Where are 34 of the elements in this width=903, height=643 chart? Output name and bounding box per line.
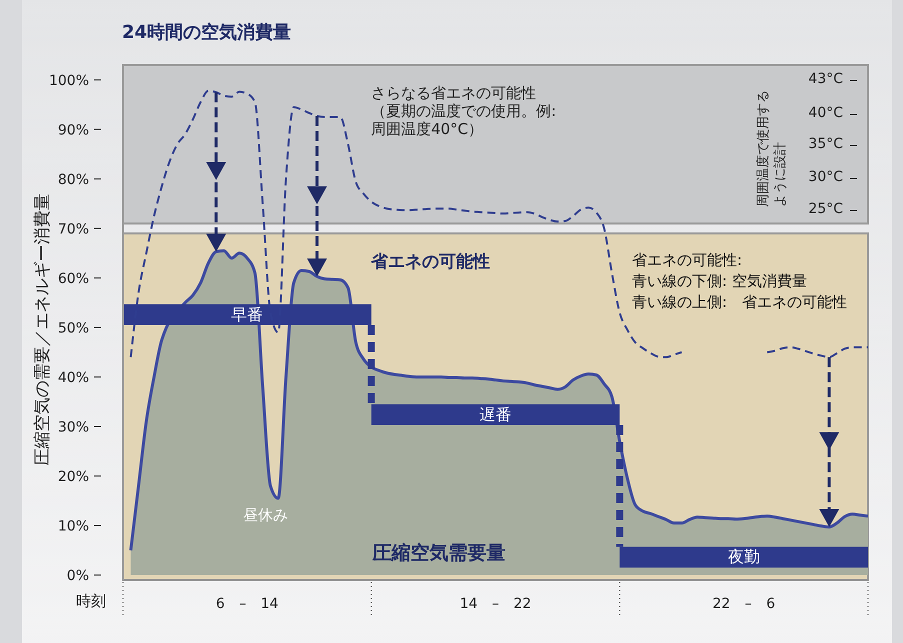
annotation: 早番: [230, 304, 264, 325]
x-axis-title: 時刻: [76, 592, 106, 611]
band-label: 省エネの可能性: [371, 251, 490, 273]
band-label: さらなる省エネの可能性: [371, 84, 536, 103]
annotation: 遅番: [478, 404, 512, 425]
annotation: 30°C: [808, 168, 843, 185]
annotation: 省エネの可能性:: [632, 250, 744, 271]
y-tick-label: 80%: [58, 172, 89, 188]
annotation: 青い線の下側: 空気消費量: [632, 271, 808, 292]
y-tick-label: 70%: [58, 221, 89, 238]
y-tick-label: 90%: [58, 122, 89, 138]
annotation: 35°C: [808, 136, 843, 152]
annotation: 40°C: [807, 105, 843, 122]
x-tick-label: 6 – 14: [216, 596, 279, 612]
y-tick-label: 20%: [58, 469, 89, 486]
y-tick-label: 40%: [58, 370, 89, 386]
annotation: 青い線の上側: 省エネの可能性: [632, 292, 848, 313]
annotation: 25°C: [808, 201, 843, 218]
y-axis-title: 圧縮空気の需要／エネルギー消費量: [32, 192, 54, 468]
y-tick-label: 50%: [58, 320, 89, 336]
y-tick-label: 100%: [48, 72, 89, 89]
series-label: 圧縮空気需要量: [372, 541, 506, 566]
x-tick-label: 14 – 22: [460, 596, 532, 612]
annotation: 昼休み: [243, 506, 288, 525]
y-tick-label: 0%: [66, 568, 89, 584]
chart-title: 24時間の空気消費量: [122, 21, 292, 44]
y-tick-label: 30%: [58, 419, 89, 436]
annotation: （夏期の温度での使用。例:周囲温度40°C）: [371, 102, 558, 138]
annotation: 周囲温度で使用するように設計: [755, 89, 789, 207]
y-tick-label: 60%: [58, 270, 89, 287]
y-tick-label: 10%: [58, 518, 89, 535]
annotation: 夜勤: [726, 547, 761, 568]
x-tick-label: 22 – 6: [712, 596, 776, 612]
annotation: 43°C: [807, 70, 843, 87]
